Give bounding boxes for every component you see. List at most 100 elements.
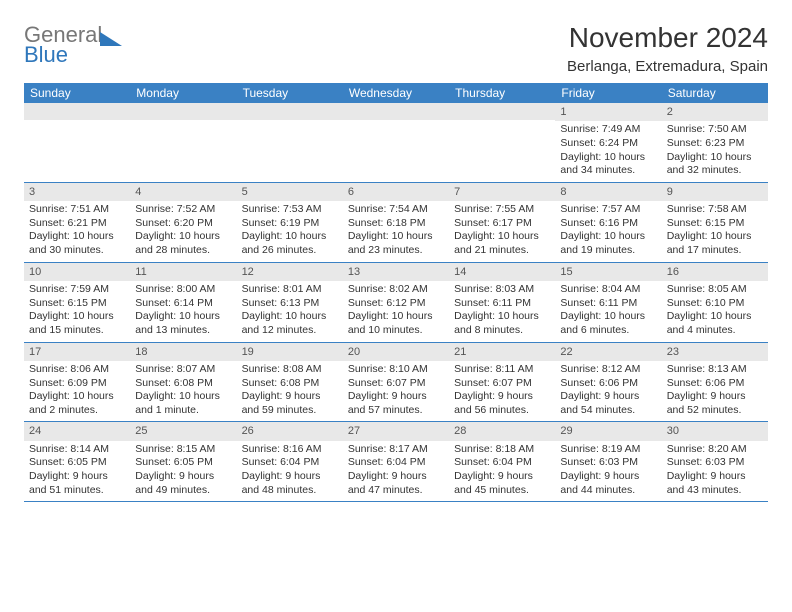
- day-body: Sunrise: 7:53 AMSunset: 6:19 PMDaylight:…: [237, 201, 343, 262]
- daylight-text: Daylight: 10 hours and 8 minutes.: [454, 310, 550, 337]
- day-body: Sunrise: 8:12 AMSunset: 6:06 PMDaylight:…: [555, 361, 661, 422]
- day-number: 6: [343, 183, 449, 201]
- day-number: 29: [555, 422, 661, 440]
- day-header-tue: Tuesday: [237, 83, 343, 103]
- day-header-sat: Saturday: [662, 83, 768, 103]
- daylight-text: Daylight: 9 hours and 47 minutes.: [348, 470, 444, 497]
- day-body: Sunrise: 8:16 AMSunset: 6:04 PMDaylight:…: [237, 441, 343, 502]
- day-cell: [130, 103, 236, 182]
- day-number: 16: [662, 263, 768, 281]
- sunrise-text: Sunrise: 8:08 AM: [242, 363, 338, 377]
- sunrise-text: Sunrise: 7:51 AM: [29, 203, 125, 217]
- sunrise-text: Sunrise: 7:57 AM: [560, 203, 656, 217]
- day-number: 27: [343, 422, 449, 440]
- day-cell: 13Sunrise: 8:02 AMSunset: 6:12 PMDayligh…: [343, 263, 449, 342]
- day-header-sun: Sunday: [24, 83, 130, 103]
- calendar-table: Sunday Monday Tuesday Wednesday Thursday…: [24, 83, 768, 502]
- daylight-text: Daylight: 9 hours and 51 minutes.: [29, 470, 125, 497]
- day-number: 17: [24, 343, 130, 361]
- day-cell: 5Sunrise: 7:53 AMSunset: 6:19 PMDaylight…: [237, 183, 343, 262]
- sunset-text: Sunset: 6:04 PM: [454, 456, 550, 470]
- daylight-text: Daylight: 10 hours and 12 minutes.: [242, 310, 338, 337]
- sunset-text: Sunset: 6:10 PM: [667, 297, 763, 311]
- day-cell: 28Sunrise: 8:18 AMSunset: 6:04 PMDayligh…: [449, 422, 555, 501]
- sunset-text: Sunset: 6:04 PM: [348, 456, 444, 470]
- day-body: Sunrise: 8:05 AMSunset: 6:10 PMDaylight:…: [662, 281, 768, 342]
- day-number: 18: [130, 343, 236, 361]
- day-body: Sunrise: 7:50 AMSunset: 6:23 PMDaylight:…: [662, 121, 768, 182]
- daylight-text: Daylight: 10 hours and 6 minutes.: [560, 310, 656, 337]
- day-number: [130, 103, 236, 120]
- sunrise-text: Sunrise: 8:03 AM: [454, 283, 550, 297]
- day-cell: 25Sunrise: 8:15 AMSunset: 6:05 PMDayligh…: [130, 422, 236, 501]
- day-number: 26: [237, 422, 343, 440]
- day-number: 12: [237, 263, 343, 281]
- sunrise-text: Sunrise: 8:11 AM: [454, 363, 550, 377]
- sunrise-text: Sunrise: 8:20 AM: [667, 443, 763, 457]
- day-body: Sunrise: 8:01 AMSunset: 6:13 PMDaylight:…: [237, 281, 343, 342]
- day-body: Sunrise: 8:15 AMSunset: 6:05 PMDaylight:…: [130, 441, 236, 502]
- sunset-text: Sunset: 6:24 PM: [560, 137, 656, 151]
- sunset-text: Sunset: 6:03 PM: [560, 456, 656, 470]
- page-title: November 2024: [567, 22, 768, 54]
- daylight-text: Daylight: 10 hours and 26 minutes.: [242, 230, 338, 257]
- day-cell: 9Sunrise: 7:58 AMSunset: 6:15 PMDaylight…: [662, 183, 768, 262]
- day-number: 24: [24, 422, 130, 440]
- day-body: Sunrise: 7:58 AMSunset: 6:15 PMDaylight:…: [662, 201, 768, 262]
- day-cell: 14Sunrise: 8:03 AMSunset: 6:11 PMDayligh…: [449, 263, 555, 342]
- sunset-text: Sunset: 6:15 PM: [29, 297, 125, 311]
- day-body: Sunrise: 8:14 AMSunset: 6:05 PMDaylight:…: [24, 441, 130, 502]
- day-number: [237, 103, 343, 120]
- week-row: 24Sunrise: 8:14 AMSunset: 6:05 PMDayligh…: [24, 422, 768, 502]
- day-cell: 18Sunrise: 8:07 AMSunset: 6:08 PMDayligh…: [130, 343, 236, 422]
- day-number: 22: [555, 343, 661, 361]
- day-cell: 12Sunrise: 8:01 AMSunset: 6:13 PMDayligh…: [237, 263, 343, 342]
- day-body: Sunrise: 8:00 AMSunset: 6:14 PMDaylight:…: [130, 281, 236, 342]
- daylight-text: Daylight: 10 hours and 34 minutes.: [560, 151, 656, 178]
- day-number: 10: [24, 263, 130, 281]
- day-number: 4: [130, 183, 236, 201]
- day-number: 9: [662, 183, 768, 201]
- day-cell: 2Sunrise: 7:50 AMSunset: 6:23 PMDaylight…: [662, 103, 768, 182]
- day-number: 21: [449, 343, 555, 361]
- daylight-text: Daylight: 9 hours and 48 minutes.: [242, 470, 338, 497]
- sunrise-text: Sunrise: 8:07 AM: [135, 363, 231, 377]
- daylight-text: Daylight: 10 hours and 2 minutes.: [29, 390, 125, 417]
- day-header-row: Sunday Monday Tuesday Wednesday Thursday…: [24, 83, 768, 103]
- sunset-text: Sunset: 6:06 PM: [560, 377, 656, 391]
- day-cell: 1 Sunrise: 7:49 AMSunset: 6:24 PMDaylight…: [555, 103, 661, 182]
- day-header-fri: Friday: [555, 83, 661, 103]
- sunrise-text: Sunrise: 7:50 AM: [667, 123, 763, 137]
- sunrise-text: Sunrise: 8:05 AM: [667, 283, 763, 297]
- logo-triangle-icon: [100, 32, 122, 46]
- day-header-mon: Monday: [130, 83, 236, 103]
- day-number: 2: [662, 103, 768, 121]
- day-body: Sunrise: 8:02 AMSunset: 6:12 PMDaylight:…: [343, 281, 449, 342]
- day-body: Sunrise: 7:59 AMSunset: 6:15 PMDaylight:…: [24, 281, 130, 342]
- day-cell: [24, 103, 130, 182]
- sunset-text: Sunset: 6:17 PM: [454, 217, 550, 231]
- sunset-text: Sunset: 6:09 PM: [29, 377, 125, 391]
- day-number: 5: [237, 183, 343, 201]
- day-cell: 3Sunrise: 7:51 AMSunset: 6:21 PMDaylight…: [24, 183, 130, 262]
- daylight-text: Daylight: 10 hours and 19 minutes.: [560, 230, 656, 257]
- day-number: 1: [555, 103, 661, 121]
- daylight-text: Daylight: 10 hours and 21 minutes.: [454, 230, 550, 257]
- sunrise-text: Sunrise: 7:49 AM: [560, 123, 656, 137]
- sunset-text: Sunset: 6:05 PM: [29, 456, 125, 470]
- day-cell: 24Sunrise: 8:14 AMSunset: 6:05 PMDayligh…: [24, 422, 130, 501]
- day-cell: [237, 103, 343, 182]
- logo-stack: General Blue: [24, 24, 122, 66]
- day-cell: 17Sunrise: 8:06 AMSunset: 6:09 PMDayligh…: [24, 343, 130, 422]
- day-number: 15: [555, 263, 661, 281]
- daylight-text: Daylight: 10 hours and 10 minutes.: [348, 310, 444, 337]
- daylight-text: Daylight: 9 hours and 52 minutes.: [667, 390, 763, 417]
- day-number: 20: [343, 343, 449, 361]
- daylight-text: Daylight: 10 hours and 28 minutes.: [135, 230, 231, 257]
- sunset-text: Sunset: 6:06 PM: [667, 377, 763, 391]
- day-cell: 27Sunrise: 8:17 AMSunset: 6:04 PMDayligh…: [343, 422, 449, 501]
- sunset-text: Sunset: 6:07 PM: [348, 377, 444, 391]
- day-number: 28: [449, 422, 555, 440]
- sunrise-text: Sunrise: 8:15 AM: [135, 443, 231, 457]
- day-body: Sunrise: 7:54 AMSunset: 6:18 PMDaylight:…: [343, 201, 449, 262]
